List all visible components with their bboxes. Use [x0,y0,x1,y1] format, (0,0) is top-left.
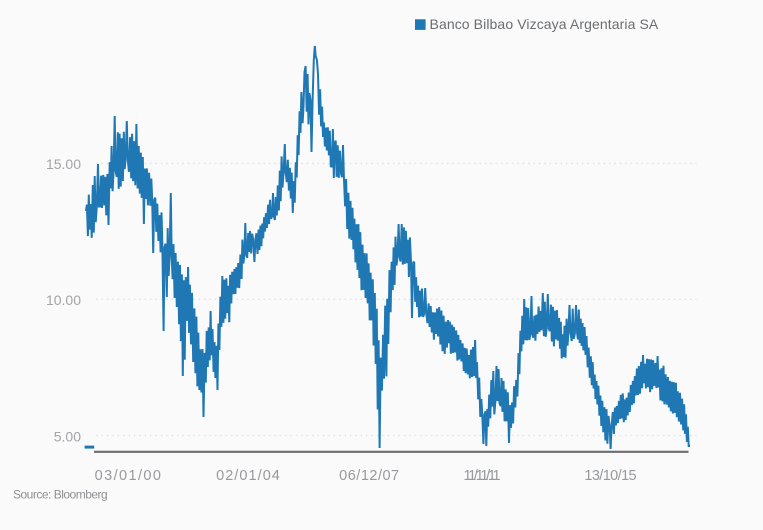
svg-text:06/12/07: 06/12/07 [339,468,399,484]
svg-text:Source: Bloomberg: Source: Bloomberg [13,488,107,502]
svg-text:5.00: 5.00 [54,428,81,444]
svg-text:10.00: 10.00 [46,292,81,308]
svg-text:15.00: 15.00 [46,156,81,172]
svg-text:11/11/11: 11/11/11 [463,468,500,484]
svg-text:Banco Bilbao Vizcaya Argentari: Banco Bilbao Vizcaya Argentaria SA [430,16,659,32]
svg-text:03/01/00: 03/01/00 [95,468,163,484]
svg-text:02/01/04: 02/01/04 [216,468,281,484]
svg-text:13/10/15: 13/10/15 [584,468,636,484]
